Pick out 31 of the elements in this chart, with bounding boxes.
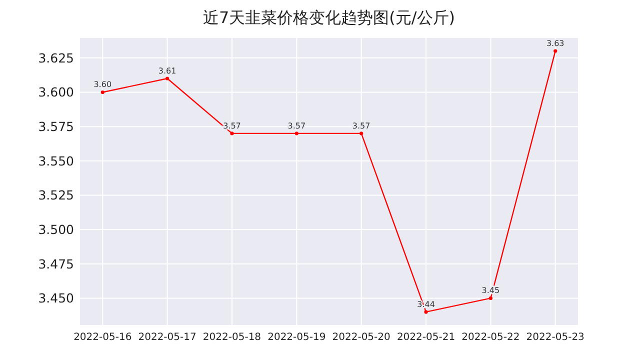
y-tick-label: 3.550 <box>38 153 74 168</box>
point <box>294 132 298 136</box>
data-label: 3.63 <box>546 39 564 48</box>
y-tick-label: 3.600 <box>38 84 74 100</box>
point <box>488 296 492 300</box>
x-tick-label: 2022-05-17 <box>138 332 196 343</box>
x-tick-label: 2022-05-20 <box>332 332 390 343</box>
x-tick-label: 2022-05-19 <box>268 332 326 343</box>
point <box>360 132 364 136</box>
x-tick-label: 2022-05-18 <box>202 332 262 343</box>
y-tick-label: 3.475 <box>38 256 74 272</box>
x-tick-label: 2022-05-22 <box>462 332 520 343</box>
point <box>554 49 558 53</box>
y-tick-label: 3.625 <box>38 50 74 66</box>
data-label: 3.57 <box>223 121 241 130</box>
y-tick-label: 3.450 <box>38 290 74 306</box>
point <box>424 310 428 314</box>
point <box>230 132 234 136</box>
y-tick-label: 3.575 <box>38 119 74 134</box>
data-label: 3.60 <box>94 80 112 90</box>
x-tick-label: 2022-05-23 <box>526 332 584 343</box>
y-tick-label: 3.525 <box>38 188 74 203</box>
x-tick-label: 2022-05-16 <box>74 332 132 343</box>
data-label: 3.57 <box>288 121 306 130</box>
y-tick-label: 3.500 <box>38 222 74 238</box>
data-label: 3.57 <box>352 121 370 130</box>
data-label: 3.61 <box>158 66 176 76</box>
point <box>166 76 170 80</box>
point <box>100 90 104 94</box>
chart-title: 近7天韭菜价格变化趋势图(元/公斤) <box>202 8 456 27</box>
x-tick-label: 2022-05-21 <box>396 332 456 343</box>
